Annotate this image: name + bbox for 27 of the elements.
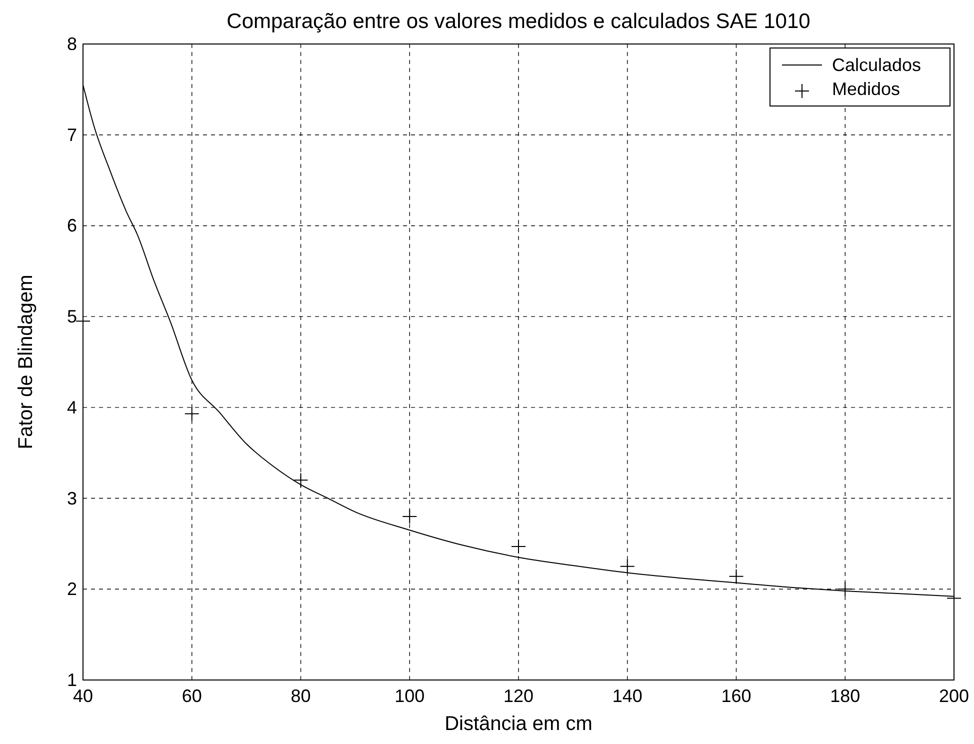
y-tick-label: 4 <box>66 397 77 418</box>
x-tick-label: 160 <box>721 686 752 706</box>
y-tick-label: 3 <box>66 488 77 508</box>
y-tick-label: 7 <box>66 124 77 145</box>
y-tick-label: 6 <box>66 216 77 236</box>
point <box>402 508 418 524</box>
x-tick-label: 120 <box>503 686 534 706</box>
point <box>838 582 853 597</box>
x-tick-label: 140 <box>612 686 642 706</box>
point <box>620 558 635 574</box>
x-tick-label: 200 <box>938 686 970 706</box>
point <box>728 568 744 584</box>
y-tick-label: 8 <box>66 34 77 54</box>
x-axis-title: Distância em cm <box>444 713 592 735</box>
x-tick-label: 80 <box>290 686 311 706</box>
legend-label: Calculados <box>832 55 922 75</box>
point <box>293 472 308 488</box>
chart-title: Comparação entre os valores medidos e calculados SAE 1010 <box>226 10 810 33</box>
legend-label: Medidos <box>832 79 900 99</box>
y-tick-label: 5 <box>66 306 77 327</box>
x-tick-label: 60 <box>182 686 202 706</box>
y-axis-title: Fator de Blindagem <box>15 274 37 450</box>
point <box>184 406 200 422</box>
x-tick-label: 100 <box>394 686 425 706</box>
point <box>511 538 526 554</box>
y-tick-label: 2 <box>66 579 77 600</box>
x-tick-label: 180 <box>830 686 860 706</box>
